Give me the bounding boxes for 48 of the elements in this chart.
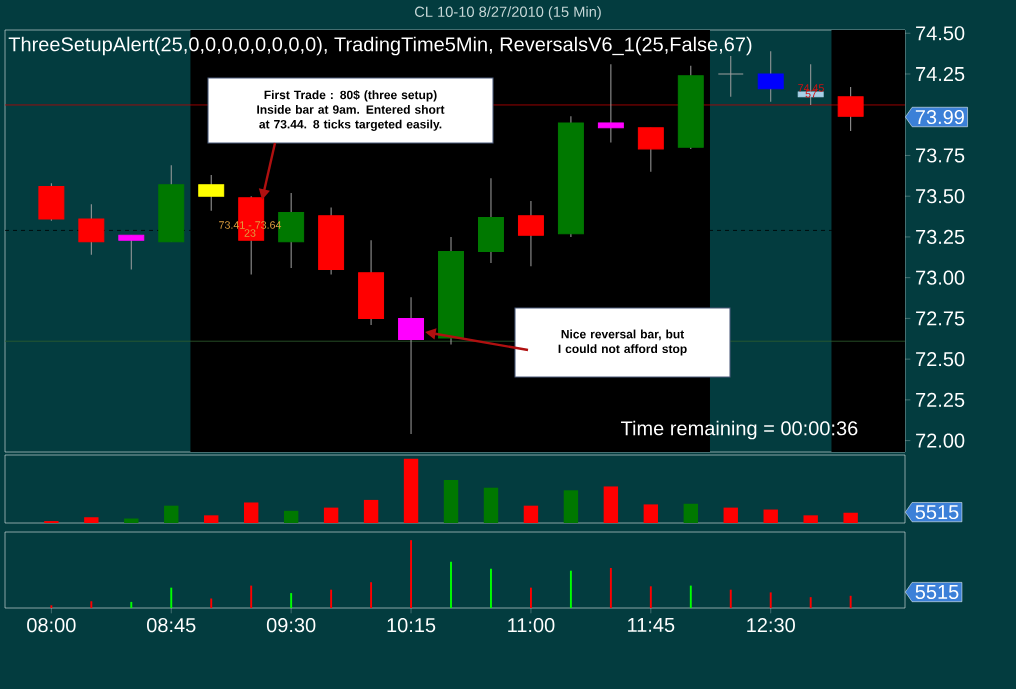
y-tick-label: 73.50 (916, 189, 965, 204)
text: 73.99 (915, 109, 964, 125)
annotation: Nice reversal bar, but I could not afford stop (558, 329, 687, 356)
bar (403, 458, 419, 524)
annotation: Time remaining = 00:00:36 (621, 420, 858, 440)
x-tick-label: 11:00 (508, 618, 555, 633)
x-tick-label: 08:00 (27, 618, 76, 633)
bar (763, 509, 778, 524)
candlestick (597, 63, 624, 143)
bar (643, 504, 659, 524)
bar (323, 507, 339, 524)
bar (723, 507, 738, 524)
bar (523, 505, 539, 524)
bar (843, 512, 858, 524)
annotation: First Trade : 80$ (three setup) Inside bar at 9am. Entered short at 73.44. 8 ticks targeted easily. (257, 90, 445, 131)
bar (803, 515, 818, 524)
y-tick-label: 72.50 (916, 352, 965, 367)
bar (603, 486, 619, 524)
chart-subtitle: ThreeSetupAlert(25,0,0,0,0,0,0,0,0), TradingTime5Min, ReversalsV6_1(25,False,67) (8, 36, 752, 56)
bar (243, 502, 259, 524)
x-tick-label: 09:30 (266, 618, 316, 633)
bar (84, 517, 99, 524)
bar (683, 503, 698, 524)
bar (164, 505, 179, 524)
y-tick-label: 72.25 (916, 392, 965, 407)
y-tick-label: 72.00 (916, 433, 965, 448)
x-tick-label: 08:45 (147, 618, 196, 633)
bar (563, 490, 579, 524)
bar (483, 487, 499, 524)
candlestick (717, 55, 744, 98)
x-tick-label: 12:30 (747, 618, 795, 633)
y-tick-label: 73.25 (916, 229, 965, 245)
text: 5515 (915, 585, 959, 600)
y-tick-label: 74.50 (916, 26, 965, 41)
bar (283, 510, 299, 524)
x-tick-label: 10:15 (387, 618, 436, 633)
text: 5515 (915, 505, 959, 520)
annotation: 57 (805, 90, 817, 98)
y-tick-label: 74.25 (916, 66, 965, 82)
y-tick-label: 73.75 (916, 148, 965, 163)
y-tick-label: 73.00 (916, 270, 965, 285)
bar (443, 480, 459, 524)
bar (363, 499, 379, 524)
x-tick-label: 11:45 (628, 618, 675, 632)
y-tick-label: 72.75 (916, 311, 965, 326)
chart-title: CL 10-10 8/27/2010 (15 Min) (415, 6, 601, 20)
annotation: 23 (244, 229, 256, 237)
bar (204, 515, 219, 524)
